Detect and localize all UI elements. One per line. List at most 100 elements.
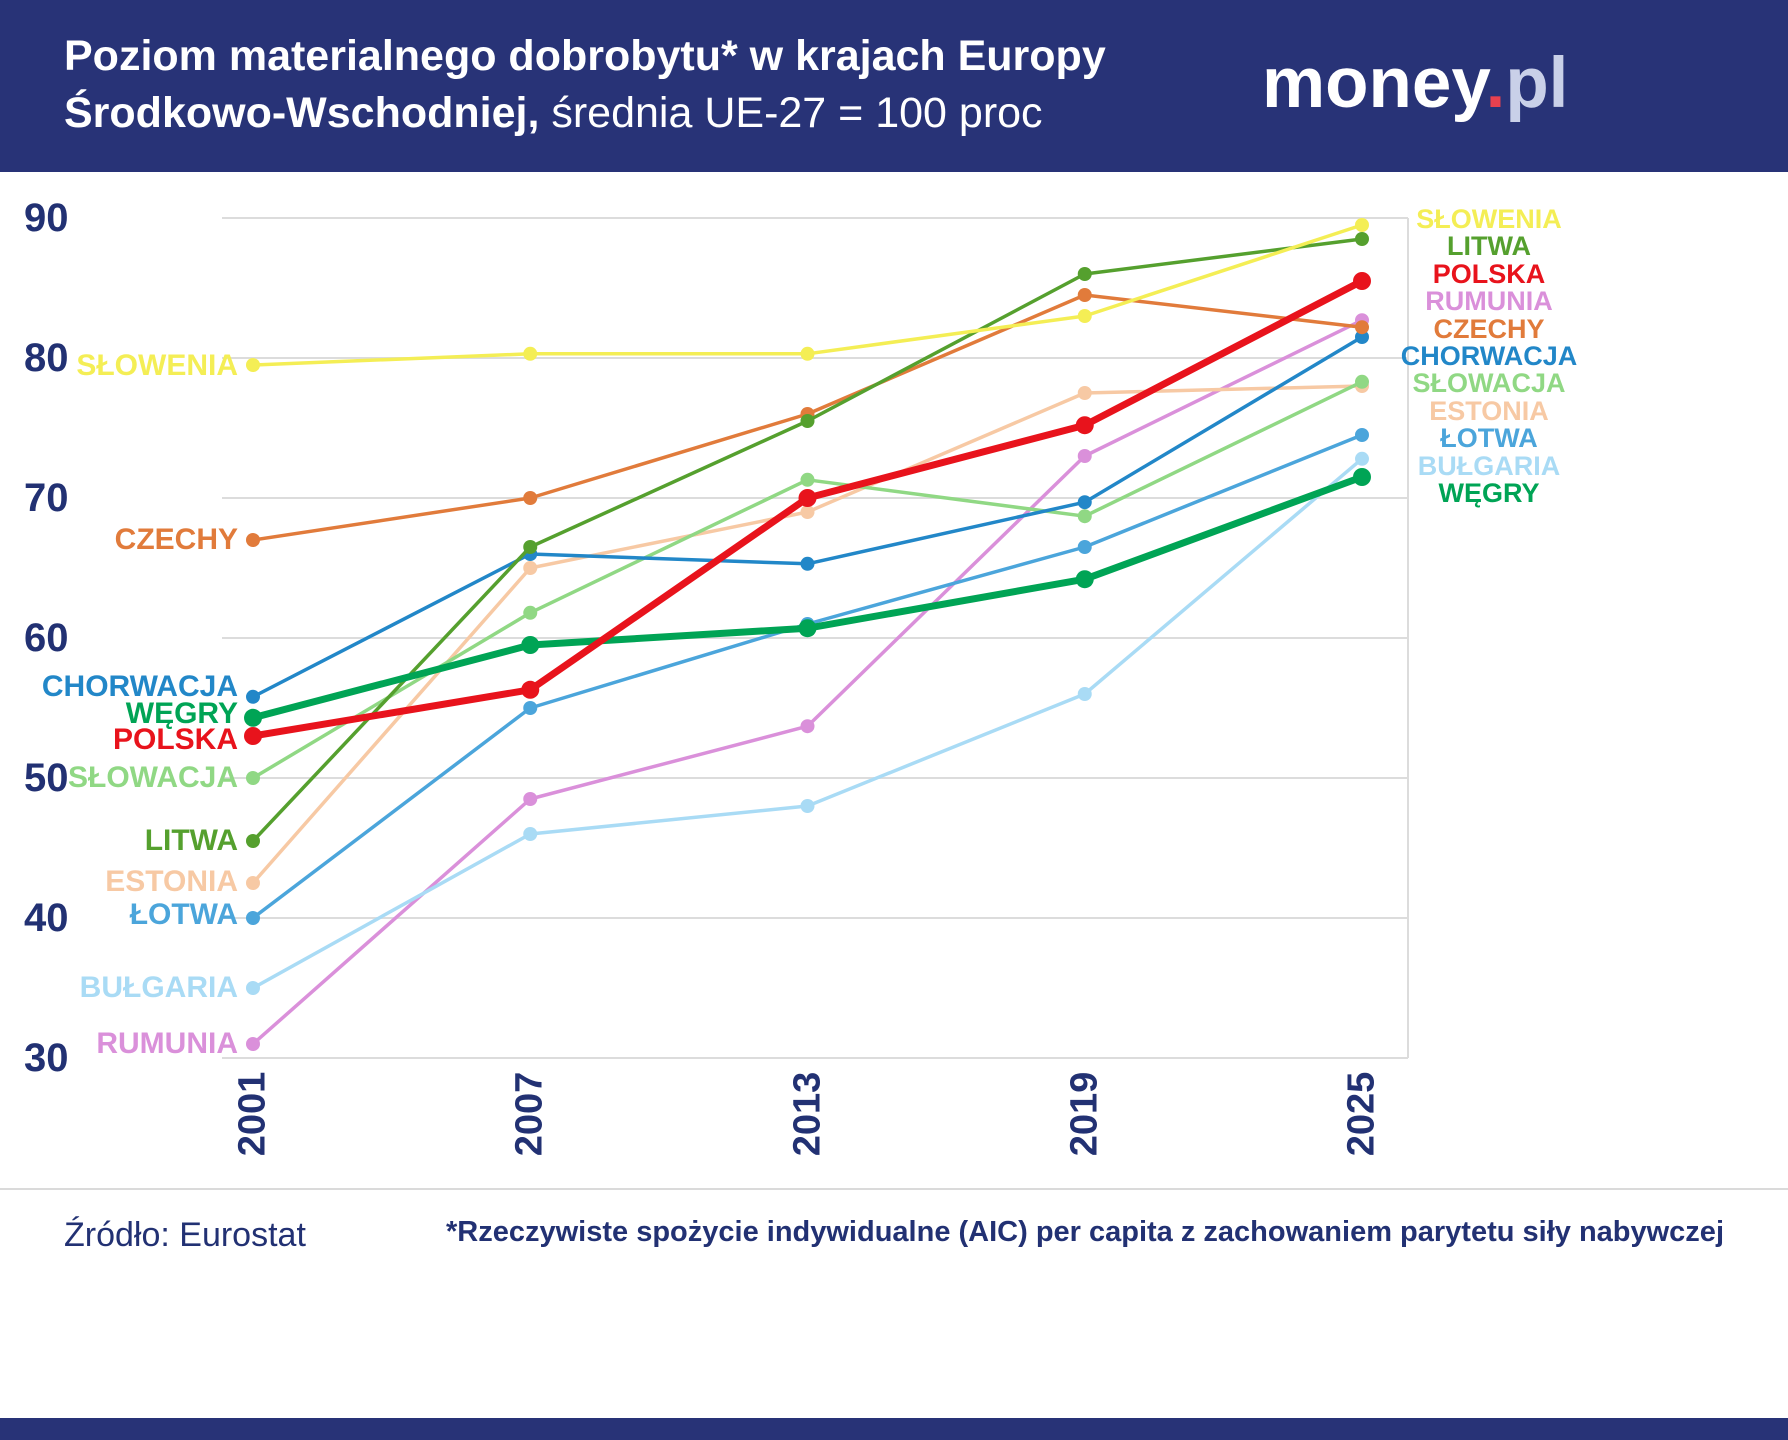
data-point-slowacja-2013 [800,472,815,487]
title-line-1: Poziom materialnego dobrobytu* w krajach… [64,28,1106,85]
legend-label-slowacja: SŁOWACJA [1412,368,1566,399]
left-label-estonia: ESTONIA [105,864,238,898]
data-point-slowacja-2025 [1355,374,1369,389]
data-point-wegry-2013 [798,619,817,638]
left-label-slowenia: SŁOWENIA [76,349,238,383]
footnote: *Rzeczywiste spożycie indywidualne (AIC)… [446,1216,1724,1248]
title-line-2-regular: średnia UE-27 = 100 proc [539,89,1043,137]
header-bar: Poziom materialnego dobrobytu* w krajach… [0,0,1788,172]
data-point-wegry-2025 [1353,468,1371,486]
left-label-polska: POLSKA [112,723,238,757]
title-line-1-text: Poziom materialnego dobrobytu* w krajach… [64,32,1106,80]
x-tick-2019: 2019 [1063,1071,1106,1157]
y-tick-50: 50 [24,756,69,800]
y-tick-80: 80 [24,336,69,380]
title-line-2-bold: Środkowo-Wschodniej, [64,89,540,137]
logo-money-text: money [1262,44,1486,123]
logo-dot: . [1485,44,1506,123]
data-point-bulgaria-2007 [523,827,538,841]
x-tick-2007: 2007 [508,1071,551,1157]
data-point-rumunia-2019 [1077,449,1092,463]
data-point-polska-2001 [244,727,262,745]
moneypl-logo: money.pl [1262,46,1568,122]
left-label-lotwa: ŁOTWA [129,898,238,932]
data-point-wegry-2019 [1075,570,1094,589]
data-point-wegry-2001 [244,708,262,727]
data-point-slowacja-2019 [1077,509,1092,524]
data-point-rumunia-2001 [246,1037,260,1051]
data-point-lotwa-2001 [246,911,260,925]
data-point-polska-2019 [1075,416,1094,435]
data-point-czechy-2001 [246,533,260,547]
data-point-estonia-2013 [800,505,815,519]
data-point-litwa-2001 [246,834,260,848]
chart-title: Poziom materialnego dobrobytu* w krajach… [64,28,1106,142]
legend-label-czechy: CZECHY [1433,313,1545,344]
x-tick-2025: 2025 [1340,1071,1383,1157]
data-point-slowacja-2007 [523,605,538,620]
data-point-lotwa-2025 [1355,428,1369,442]
legend-label-lotwa: ŁOTWA [1440,423,1538,454]
legend-label-polska: POLSKA [1432,258,1546,289]
y-tick-70: 70 [24,476,69,520]
legend-label-estonia: ESTONIA [1429,395,1549,426]
legend-label-litwa: LITWA [1447,231,1531,262]
data-point-czechy-2007 [523,491,538,505]
data-point-litwa-2007 [523,540,538,554]
data-point-slowenia-2013 [800,346,815,361]
data-point-litwa-2019 [1077,267,1092,281]
data-point-chorwacja-2019 [1077,495,1092,510]
y-tick-60: 60 [24,616,69,660]
legend-label-wegry: WĘGRY [1438,478,1540,509]
data-point-czechy-2025 [1355,320,1369,335]
series-line-rumunia [251,318,1364,1046]
data-point-bulgaria-2013 [800,799,815,813]
right-legend: SŁOWENIA LITWA POLSKA RUMUNIA CZECHY CHORWACJ… [1396,204,1582,509]
data-point-litwa-2013 [800,414,815,428]
y-tick-40: 40 [24,896,69,940]
data-point-lotwa-2019 [1077,540,1092,554]
data-point-chorwacja-2013 [800,556,815,571]
data-point-czechy-2019 [1077,288,1092,302]
title-line-2: Środkowo-Wschodniej, średnia UE-27 = 100… [64,85,1106,142]
y-tick-90: 90 [24,196,69,240]
bottom-accent-bar [0,1418,1788,1440]
data-point-slowenia-2007 [523,346,538,361]
data-point-polska-2007 [521,680,540,699]
data-point-chorwacja-2001 [246,689,260,704]
logo-pl-text: pl [1505,44,1569,123]
data-point-estonia-2007 [523,561,538,575]
footer: Źródło: Eurostat *Rzeczywiste spożycie i… [0,1188,1788,1255]
data-point-slowenia-2025 [1355,218,1369,232]
data-point-polska-2025 [1353,272,1371,290]
data-point-bulgaria-2019 [1077,687,1092,701]
data-point-bulgaria-2025 [1355,451,1369,466]
data-point-bulgaria-2001 [246,981,260,995]
data-point-slowenia-2019 [1077,309,1092,323]
data-point-estonia-2019 [1077,386,1092,400]
left-label-bulgaria: BUŁGARIA [79,971,238,1004]
data-point-polska-2013 [798,489,817,507]
left-label-slowacja: SŁOWACJA [67,761,238,794]
data-point-slowacja-2001 [246,771,260,785]
source-label: Źródło: Eurostat [64,1216,306,1254]
legend-label-bulgaria: BUŁGARIA [1417,450,1561,481]
data-point-lotwa-2007 [523,701,538,715]
left-label-chorwacja: CHORWACJA [41,670,238,703]
data-point-wegry-2007 [521,636,540,654]
left-label-litwa: LITWA [144,824,238,857]
series-line-slowacja [251,380,1364,780]
data-point-rumunia-2007 [523,792,538,806]
data-point-chorwacja-2025 [1355,330,1369,344]
x-tick-2013: 2013 [786,1071,828,1157]
series-line-slowenia [251,223,1364,367]
data-point-litwa-2025 [1355,232,1369,246]
y-tick-30: 30 [24,1036,69,1080]
data-point-rumunia-2013 [800,719,815,734]
legend-label-slowenia: SŁOWENIA [1416,204,1562,234]
x-tick-2001: 2001 [231,1071,274,1157]
left-label-rumunia: RUMUNIA [96,1027,238,1060]
data-point-estonia-2001 [246,876,260,890]
